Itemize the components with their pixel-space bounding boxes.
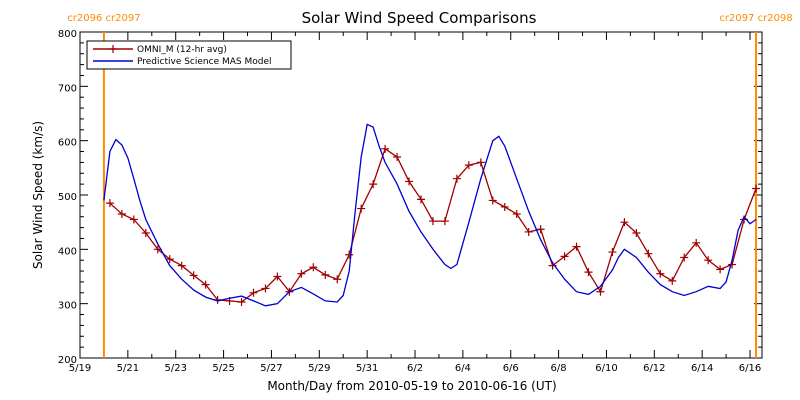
omni-data-point: [129, 215, 138, 224]
omni-data-point: [536, 225, 545, 234]
omni-data-point: [584, 268, 593, 277]
omni-data-point: [105, 199, 114, 208]
y-tick-label: 400: [58, 246, 77, 257]
legend-label: OMNI_M (12-hr avg): [137, 45, 227, 55]
carrington-label: cr2096 cr2097: [67, 13, 140, 24]
omni-data-point: [297, 269, 306, 278]
omni-data-point: [333, 275, 342, 284]
omni-data-point: [381, 144, 390, 153]
omni-data-point: [608, 248, 617, 257]
x-tick-label: 6/12: [643, 363, 665, 374]
omni-data-point: [189, 271, 198, 280]
model-series-line: [103, 123, 757, 307]
x-tick-label: 5/29: [308, 363, 330, 374]
x-tick-label: 5/19: [69, 363, 91, 374]
omni-data-point: [117, 210, 126, 219]
omni-data-point: [704, 256, 713, 265]
omni-data-point: [596, 287, 605, 296]
omni-data-point: [464, 161, 473, 170]
x-tick-label: 6/10: [595, 363, 617, 374]
omni-data-point: [237, 298, 246, 307]
y-tick-label: 600: [58, 138, 77, 149]
x-tick-label: 5/25: [212, 363, 234, 374]
omni-data-point: [357, 204, 366, 213]
omni-data-point: [644, 249, 653, 258]
legend-label: Predictive Science MAS Model: [137, 57, 272, 67]
x-tick-label: 6/8: [551, 363, 567, 374]
omni-data-point: [716, 265, 725, 274]
series-layer: [103, 123, 761, 307]
omni-data-point: [309, 263, 318, 272]
omni-data-point: [620, 218, 629, 227]
omni-data-point: [632, 229, 641, 238]
x-tick-label: 6/4: [455, 363, 471, 374]
chart-title: Solar Wind Speed Comparisons: [302, 9, 537, 27]
x-tick-label: 6/6: [503, 363, 519, 374]
omni-data-point: [249, 288, 258, 297]
omni-data-point: [345, 250, 354, 259]
omni-data-point: [369, 180, 378, 189]
omni-data-point: [752, 184, 761, 193]
omni-data-point: [656, 269, 665, 278]
x-axis-title: Month/Day from 2010-05-19 to 2010-06-16 …: [267, 379, 556, 393]
omni-data-point: [177, 261, 186, 270]
legend-box: [86, 40, 292, 70]
carrington-label: cr2097 cr2098: [719, 13, 792, 24]
legend: OMNI_M (12-hr avg) Predictive Science MAS…: [86, 40, 292, 70]
y-tick-label: 800: [58, 29, 77, 40]
omni-data-point: [476, 158, 485, 167]
omni-data-point: [141, 229, 150, 238]
omni-data-point: [668, 276, 677, 285]
y-tick-label: 300: [58, 301, 77, 312]
x-tick-label: 6/2: [407, 363, 423, 374]
x-tick-label: 5/21: [117, 363, 139, 374]
omni-data-point: [560, 252, 569, 261]
omni-data-point: [393, 152, 402, 161]
y-axis-title: Solar Wind Speed (km/s): [31, 121, 45, 269]
omni-data-point: [405, 177, 414, 186]
omni-data-point: [165, 255, 174, 264]
omni-data-point: [500, 202, 509, 211]
omni-data-point: [417, 195, 425, 204]
y-tick-label: 700: [58, 83, 77, 94]
omni-data-point: [488, 196, 497, 205]
omni-data-point: [321, 270, 330, 279]
omni-data-point: [273, 272, 282, 281]
omni-data-point: [680, 253, 689, 262]
omni-data-point: [261, 284, 270, 293]
x-tick-label: 5/23: [164, 363, 186, 374]
omni-data-point: [452, 174, 461, 183]
omni-data-point: [428, 217, 437, 226]
y-axis: 200 300 400 500 600 700 800: [58, 29, 762, 366]
y-tick-label: 200: [58, 355, 77, 366]
omni-data-point: [524, 227, 533, 236]
y-tick-label: 500: [58, 192, 77, 203]
x-tick-label: 5/27: [260, 363, 282, 374]
x-tick-label: 5/31: [356, 363, 378, 374]
omni-data-point: [201, 280, 210, 289]
x-tick-label: 6/16: [739, 363, 761, 374]
omni-data-point: [692, 238, 701, 247]
omni-data-point: [572, 242, 581, 251]
x-tick-label: 6/14: [691, 363, 713, 374]
omni-data-point: [512, 210, 521, 219]
x-axis: 5/19 5/21 5/23 5/25 5/27 5/29 5/31 6/2 6/4 6/6 6/8…: [69, 32, 761, 374]
legend-marker: [109, 45, 117, 53]
omni-data-point: [440, 217, 449, 226]
